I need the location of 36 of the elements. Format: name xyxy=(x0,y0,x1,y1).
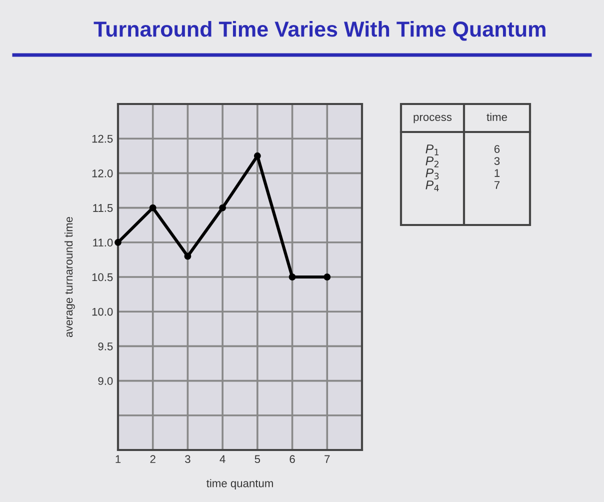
y-tick-label: 9.5 xyxy=(98,342,113,350)
point xyxy=(114,238,122,246)
point xyxy=(149,204,156,212)
text: P$_{4}$ xyxy=(426,180,439,192)
y-tick-label: 12.5 xyxy=(92,134,113,143)
text: process xyxy=(414,114,452,124)
x-tick-label: 6 xyxy=(290,455,295,464)
x-tick-label: 3 xyxy=(185,455,190,464)
text: time xyxy=(486,112,507,121)
text: P xyxy=(426,168,434,178)
text: 3 xyxy=(434,172,439,180)
x-tick-label: 5 xyxy=(254,455,260,464)
point xyxy=(324,274,331,280)
point xyxy=(184,252,192,260)
chart-title: Turnaround Time Varies With Time Quantum xyxy=(94,20,546,41)
x-tick-label: 1 xyxy=(116,455,121,463)
text: P$_{2}$ xyxy=(426,156,438,168)
y-tick-label: 11.0 xyxy=(93,238,113,247)
text: 6 xyxy=(494,145,500,153)
y-tick-label: 10.0 xyxy=(92,308,113,316)
x-axis-title: time quantum xyxy=(206,479,273,490)
y-tick-label: 9.0 xyxy=(98,377,113,385)
point xyxy=(288,274,296,280)
x-tick-label: 2 xyxy=(150,455,156,463)
y-tick-label: 10.5 xyxy=(92,273,113,282)
text: 7 xyxy=(494,181,500,189)
x-tick-label: 7 xyxy=(324,455,330,463)
point xyxy=(219,204,226,212)
x-tick-label: 4 xyxy=(220,455,226,463)
text: 3 xyxy=(494,157,500,165)
y-tick-label: 12.0 xyxy=(92,169,113,178)
text: 1 xyxy=(494,169,500,177)
y-tick-label: 11.5 xyxy=(93,204,113,212)
point xyxy=(254,152,261,160)
text: P$_{1}$ xyxy=(426,144,439,156)
y-axis-title: average turnaround time xyxy=(64,216,75,338)
